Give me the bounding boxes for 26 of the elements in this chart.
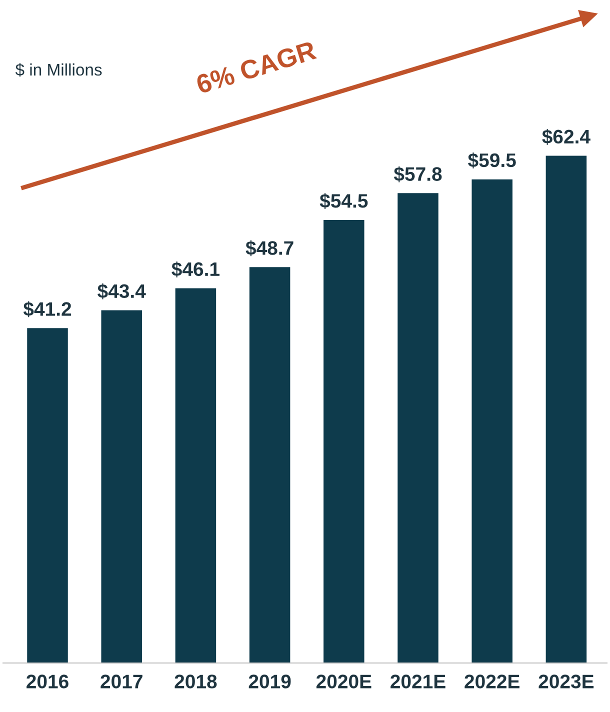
data-label: $48.7	[246, 240, 294, 256]
data-label: $54.5	[320, 193, 368, 210]
data-label: $41.2	[23, 301, 72, 318]
text: 6% CAGR	[195, 40, 318, 94]
data-label: $57.8	[394, 166, 442, 182]
data-label: $59.5	[468, 152, 516, 168]
x-tick-label: 2023E	[538, 674, 594, 688]
bar	[472, 179, 512, 663]
bar	[324, 220, 364, 663]
bar	[398, 193, 438, 663]
bar	[101, 310, 142, 663]
x-tick-label: 2021E	[390, 674, 446, 688]
x-tick-label: 2018	[174, 674, 217, 688]
data-label: $62.4	[542, 128, 590, 145]
bar	[546, 156, 587, 663]
data-label: $46.1	[172, 261, 220, 278]
x-tick-label: 2016	[26, 674, 68, 688]
text: $ in Millions	[15, 63, 102, 77]
x-tick-label: 2020E	[316, 674, 372, 688]
x-tick-label: 2019	[248, 674, 291, 688]
data-label: $43.4	[98, 283, 146, 300]
bar	[27, 328, 68, 663]
bar	[249, 267, 290, 663]
bar	[175, 288, 216, 663]
x-tick-label: 2017	[100, 674, 142, 688]
x-tick-label: 2022E	[464, 674, 520, 688]
